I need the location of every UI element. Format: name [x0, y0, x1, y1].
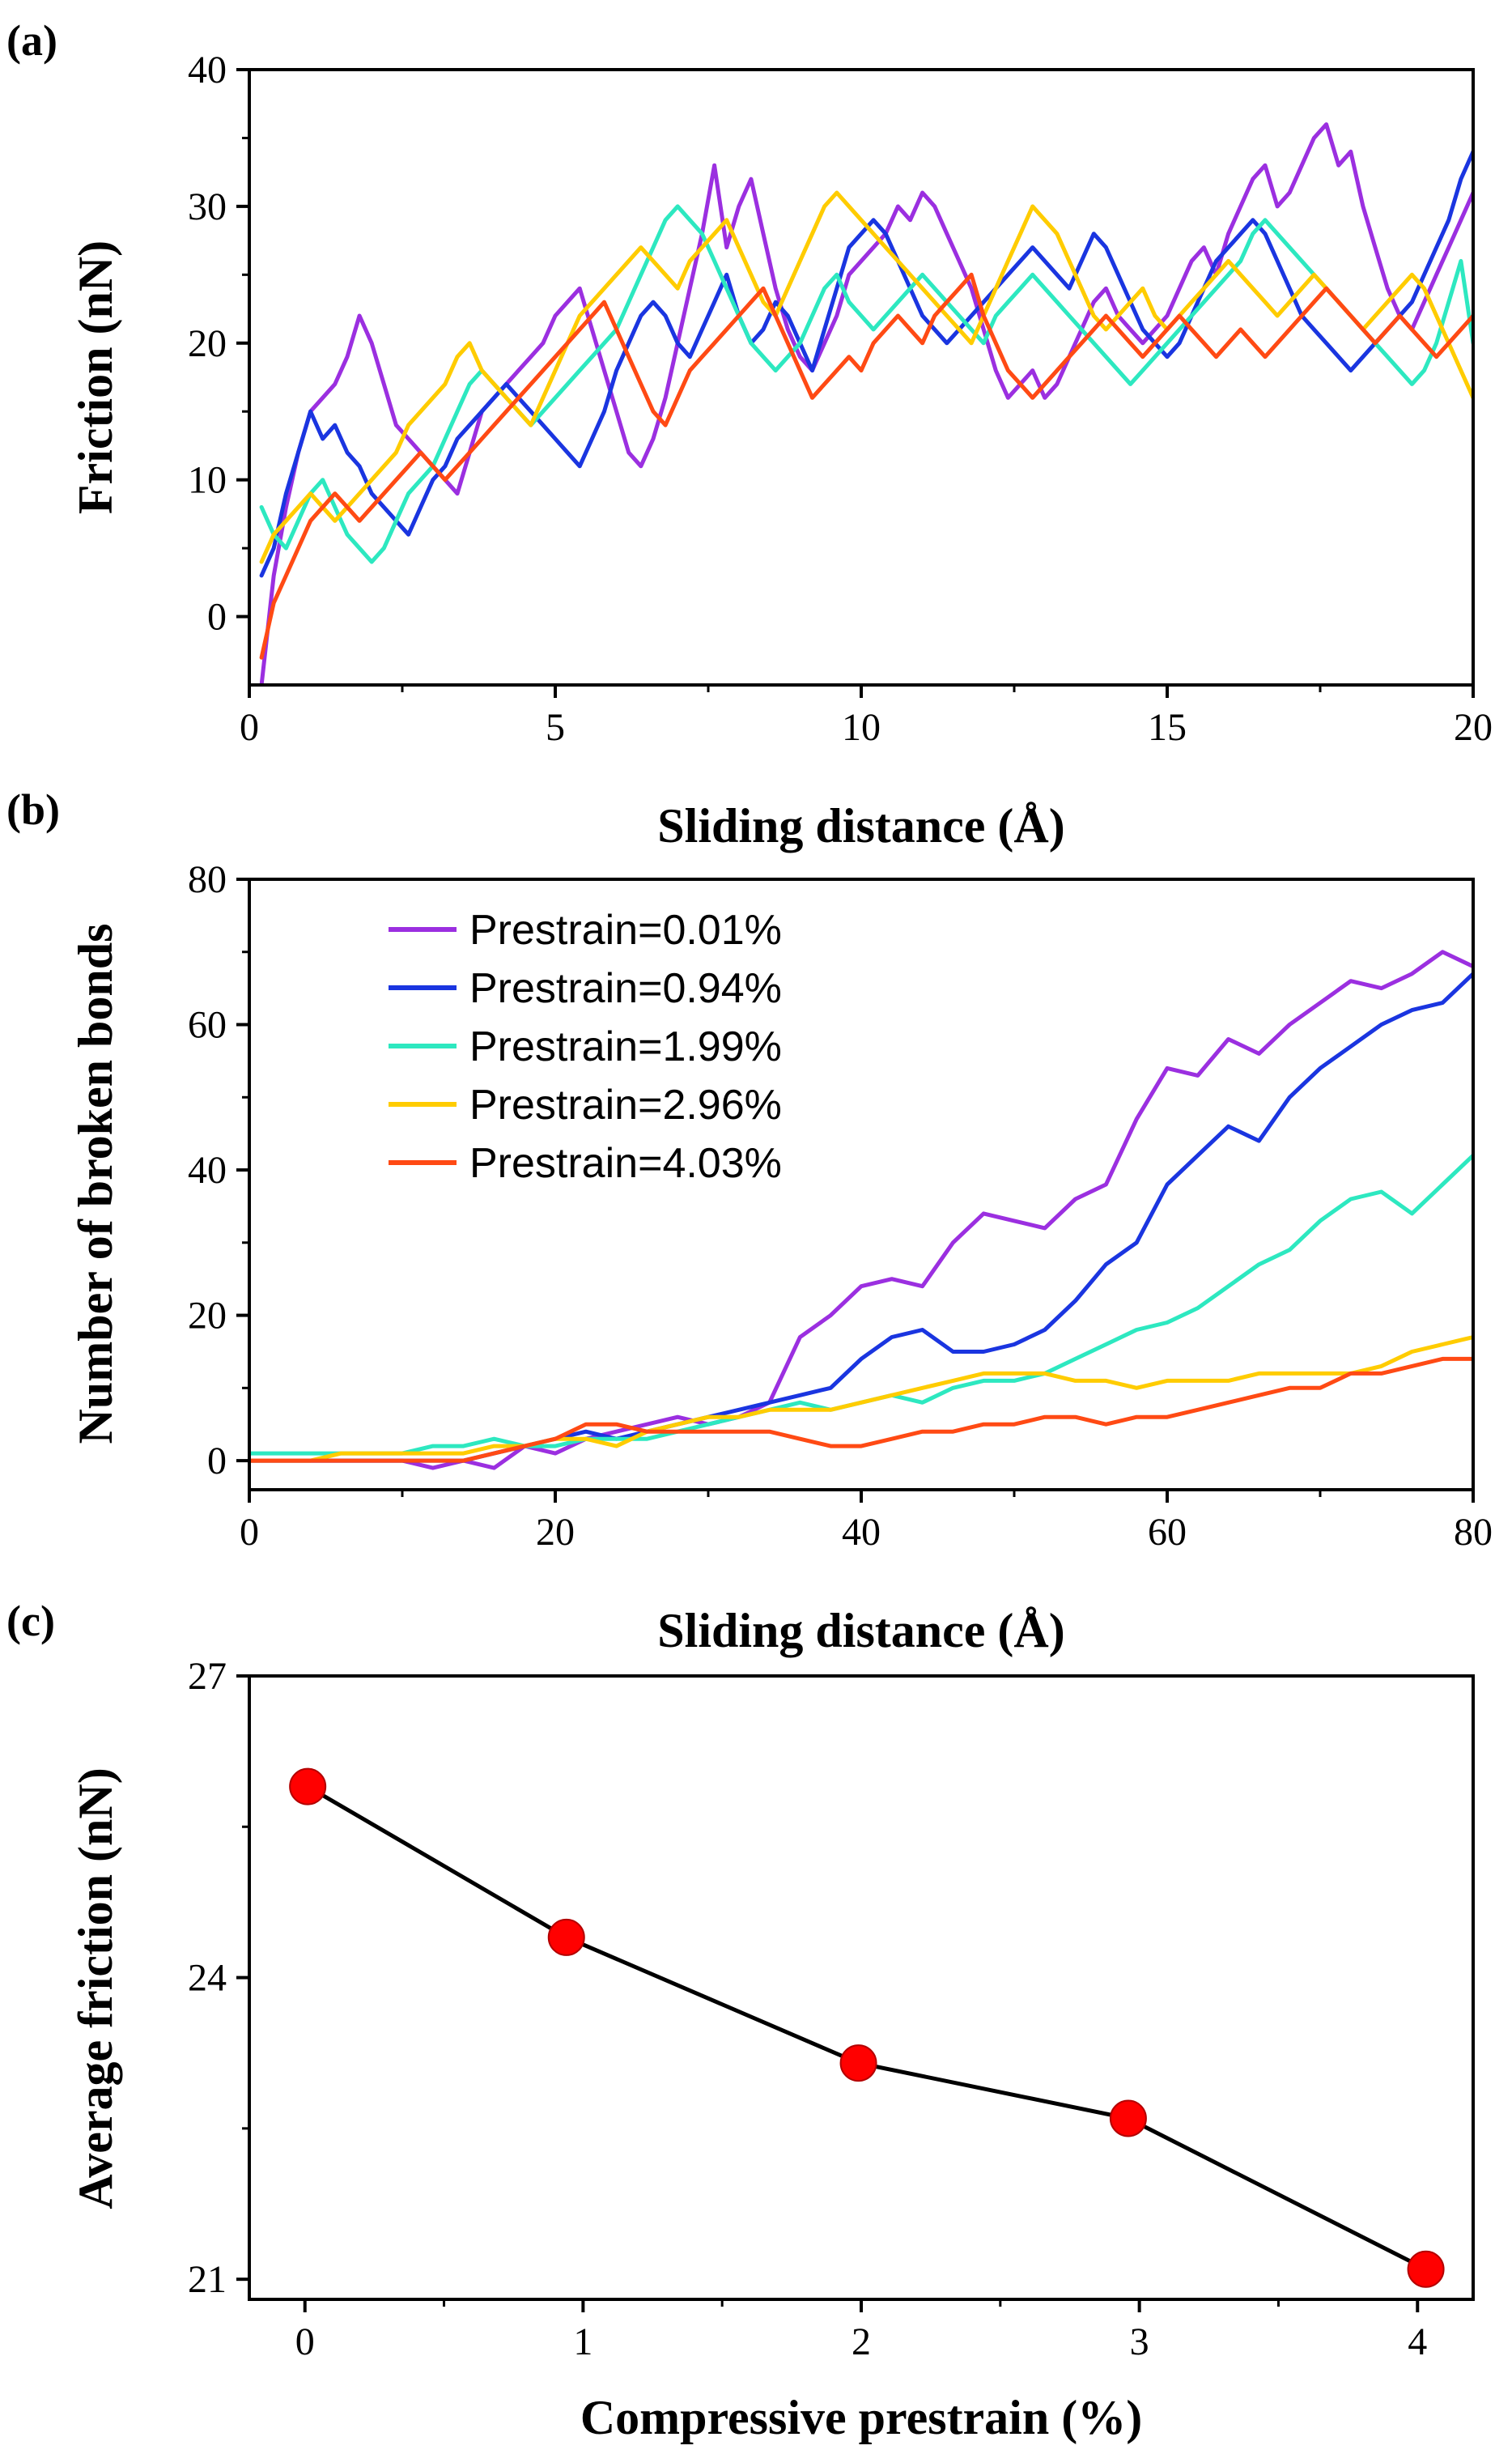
chart-2-ytick-label: 27: [188, 1655, 227, 1698]
chart-0-ytick-label: 10: [188, 459, 227, 502]
chart-1-xtick-label: 0: [240, 1511, 259, 1554]
chart-0-ytick-label: 20: [188, 322, 227, 365]
panel-a: (a) 0 5 10 15 20 0 10 20 30 40 Sliding distance (…: [6, 16, 1493, 853]
chart-1-ytick-label: 80: [188, 858, 227, 901]
panel-a-series-2: [259, 204, 1473, 564]
chart-2-xtick-label: 0: [295, 2320, 315, 2363]
chart-0-xtick-label: 0: [240, 706, 259, 749]
panel-a-series-0: [259, 122, 1473, 685]
panel-a-series-3: [259, 190, 1473, 564]
chart-0-ytick-label: 30: [188, 185, 227, 228]
panel-c-point-2: [839, 2044, 877, 2082]
panel-b-label: (b): [6, 785, 60, 834]
chart-1-xtick-label: 20: [536, 1511, 575, 1554]
chart-0-ytick-label: 0: [207, 596, 227, 639]
legend-label-3: Prestrain=2.96%: [469, 1082, 782, 1129]
panel-a-ylabel: Friction (nN): [69, 240, 122, 514]
chart-2-xtick-label: 3: [1130, 2320, 1149, 2363]
chart-2-xtick-label: 2: [852, 2320, 871, 2363]
panel-c-ylabel: Average friction (nN): [69, 1767, 122, 2209]
chart-0-xtick-label: 10: [842, 706, 881, 749]
chart-1-xtick-label: 40: [842, 1511, 881, 1554]
chart-2-xtick-label: 1: [573, 2320, 592, 2363]
panel-a-xlabel: Sliding distance (Å): [657, 799, 1064, 853]
panel-a-series-1: [259, 149, 1473, 578]
panel-b-ylabel: Number of broken bonds: [69, 924, 122, 1444]
panel-c-label: (c): [6, 1597, 55, 1645]
chart-1-ytick-label: 0: [207, 1440, 227, 1482]
chart-0-xtick-label: 5: [546, 706, 565, 749]
panel-b-frame: [248, 878, 1475, 1491]
panel-b-xlabel: Sliding distance (Å): [657, 1604, 1064, 1657]
panel-a-frame: [248, 68, 1475, 687]
legend-label-0: Prestrain=0.01%: [469, 907, 782, 954]
panel-a-series-4: [259, 272, 1473, 660]
panel-b-series-4: [249, 1356, 1473, 1463]
panel-c-point-4: [1407, 2250, 1445, 2288]
panel-c-point-1: [547, 1918, 585, 1956]
panel-b-series-3: [249, 1335, 1473, 1463]
chart-1-xtick-label: 60: [1148, 1511, 1187, 1554]
panel-c-xlabel: Compressive prestrain (%): [580, 2391, 1142, 2444]
panel-c-frame: [248, 1674, 1475, 2301]
chart-0-ytick-label: 40: [188, 49, 227, 91]
chart-2-ytick-label: 21: [188, 2258, 227, 2301]
chart-2-ytick-label: 24: [188, 1957, 227, 2000]
panel-a-label: (a): [6, 16, 57, 65]
chart-2-xtick-label: 4: [1408, 2320, 1427, 2363]
panel-b-series-0: [249, 950, 1473, 1470]
legend-label-1: Prestrain=0.94%: [469, 965, 782, 1012]
legend-label-2: Prestrain=1.99%: [469, 1023, 782, 1070]
legend-label-4: Prestrain=4.03%: [469, 1140, 782, 1187]
chart-0-xtick-label: 15: [1148, 706, 1187, 749]
chart-0-xtick-label: 20: [1454, 706, 1493, 749]
chart-1-xtick-label: 80: [1454, 1511, 1493, 1554]
chart-1-ytick-label: 60: [188, 1004, 227, 1047]
panel-c-point-0: [289, 1767, 327, 1805]
panel-c-point-3: [1109, 2099, 1147, 2137]
chart-1-ytick-label: 40: [188, 1149, 227, 1192]
panel-b: (b) 0 20 40 60 80 0 20 40 60 80 Prestrain=0.01% Pr…: [6, 785, 1493, 1657]
panel-b-series-2: [249, 1153, 1473, 1456]
chart-1-ytick-label: 20: [188, 1295, 227, 1338]
panel-c: (c) 0 1 2 3 4 21 24 27 Compressive prestrain (%…: [6, 1597, 1475, 2444]
panel-c-line: [306, 1784, 1427, 2271]
